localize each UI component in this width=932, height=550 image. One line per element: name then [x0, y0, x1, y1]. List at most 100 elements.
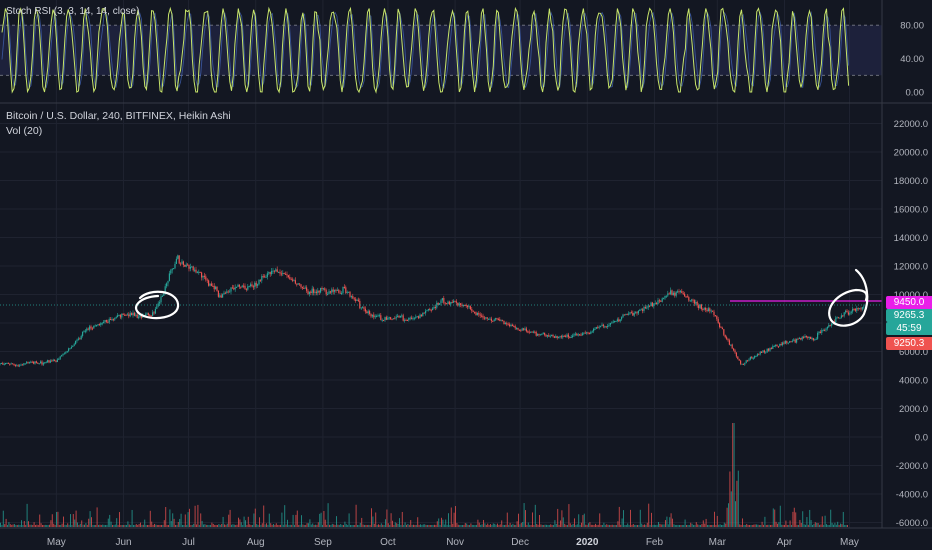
volume-bar — [728, 503, 729, 527]
volume-bar — [89, 511, 91, 527]
volume-bar — [368, 524, 370, 527]
stoch-rsi-title[interactable]: Stoch RSI (3, 3, 14, 14, close) — [6, 6, 140, 17]
candle-body — [595, 327, 597, 329]
volume-bar — [152, 525, 154, 527]
volume-bar — [544, 524, 546, 527]
volume-bar — [257, 525, 259, 527]
candle-body — [588, 333, 590, 335]
volume-bar — [361, 517, 363, 527]
volume-bar — [243, 516, 245, 527]
volume-bar — [590, 524, 592, 527]
candle-body — [843, 312, 845, 316]
volume-bar — [317, 522, 319, 527]
candle-body — [462, 305, 464, 307]
volume-bar — [449, 525, 451, 527]
candle-body — [192, 266, 194, 271]
volume-bar — [596, 525, 598, 527]
volume-bar — [502, 524, 504, 527]
volume-bar — [239, 519, 241, 527]
candle-body — [448, 301, 450, 305]
candle-body — [245, 288, 247, 290]
volume-bar — [558, 524, 560, 527]
candle-body — [817, 333, 819, 339]
volume-bar — [666, 516, 668, 527]
volume-bar — [26, 503, 28, 527]
candle-body — [696, 301, 698, 306]
volume-bar — [611, 524, 613, 527]
volume-bar — [362, 524, 364, 527]
candle-body — [217, 290, 219, 297]
candle-body — [782, 342, 784, 346]
volume-bar — [593, 524, 595, 527]
volume-bar — [526, 524, 528, 527]
candle-body — [707, 308, 709, 312]
time-tick-label: Mar — [709, 537, 727, 548]
candle-body — [828, 325, 830, 327]
volume-bar — [842, 511, 844, 527]
volume-bar — [295, 514, 297, 527]
volume-bar — [382, 524, 384, 527]
volume-bar — [418, 524, 420, 527]
candle-body — [391, 318, 393, 320]
volume-bar — [298, 524, 300, 527]
candle-body — [97, 324, 99, 326]
candle-body — [552, 334, 554, 337]
candle-body — [66, 350, 68, 353]
candle-body — [328, 291, 330, 295]
candle-body — [244, 285, 246, 289]
candle-body — [76, 339, 78, 341]
volume-bar — [796, 524, 798, 527]
candle-body — [854, 308, 856, 311]
volume-bar — [827, 525, 829, 527]
volume-bar — [214, 525, 216, 527]
time-axis[interactable]: May Jun Jul Aug Sep Oct Nov Dec 2020 Feb Mar Apr May — [0, 527, 932, 548]
candle-body — [0, 363, 1, 365]
volume-bar — [581, 522, 582, 527]
candle-body — [644, 307, 646, 309]
volume-bar — [700, 525, 701, 527]
candle-body — [593, 328, 595, 332]
volume-bar — [767, 524, 769, 527]
volume-bar — [477, 519, 479, 527]
volume-bar — [691, 523, 693, 527]
volume-bar — [786, 525, 788, 527]
volume-bar — [86, 524, 88, 527]
volume-bar — [407, 523, 409, 527]
volume-bar — [176, 524, 178, 527]
volume-bar — [23, 520, 25, 527]
candle-body — [327, 294, 329, 296]
volume-bar — [726, 507, 728, 527]
candle-body — [390, 317, 392, 319]
candle-body — [489, 318, 491, 320]
candle-body — [160, 296, 162, 303]
volume-bar — [401, 511, 403, 527]
stoch-rsi-pane[interactable]: 80.00 40.00 0.00 — [0, 6, 924, 99]
volume-bar — [481, 524, 483, 527]
volume-bar — [616, 525, 617, 527]
candle-body — [103, 321, 105, 324]
volume-bar — [826, 524, 827, 527]
volume-bar — [124, 524, 126, 527]
volume-bar — [155, 524, 157, 527]
volume-bar — [203, 524, 204, 527]
volume-bar — [68, 524, 70, 527]
candle-body — [475, 312, 477, 316]
candle-body — [681, 290, 683, 294]
volume-bar — [716, 515, 718, 527]
candle-body — [671, 290, 673, 296]
volume-bar — [145, 524, 147, 527]
volume-bar — [134, 524, 136, 527]
candle-body — [87, 328, 89, 330]
candle-body — [744, 363, 746, 365]
candle-body — [48, 360, 50, 363]
volume-bar — [156, 524, 158, 527]
volume-bar — [547, 524, 549, 527]
symbol-title[interactable]: Bitcoin / U.S. Dollar, 240, BITFINEX, He… — [6, 110, 231, 122]
volume-bar — [758, 525, 760, 527]
candle-body — [433, 306, 435, 309]
candle-body — [455, 301, 457, 303]
candle-body — [502, 320, 504, 322]
volume-legend[interactable]: Vol (20) — [6, 125, 43, 137]
volume-bar — [688, 524, 690, 527]
